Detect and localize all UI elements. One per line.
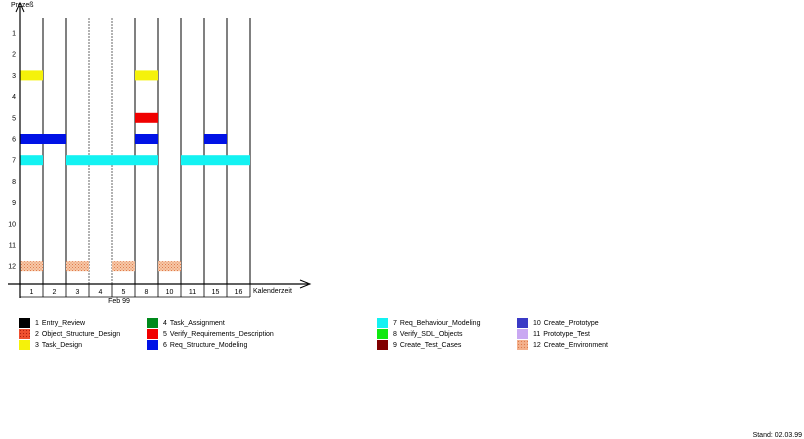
- legend-swatch: [147, 329, 158, 339]
- x-tick-label: 11: [189, 289, 196, 296]
- x-tick-label: 5: [122, 289, 126, 296]
- y-tick-label: 9: [12, 200, 16, 207]
- y-axis-label: Prozeß: [11, 2, 34, 9]
- bar-process-12: [20, 261, 43, 272]
- legend-item: 10 Create_Prototype: [517, 318, 599, 328]
- legend-label: Req_Behaviour_Modeling: [399, 319, 481, 327]
- legend-swatch: [377, 329, 388, 339]
- bar-process-12: [158, 261, 181, 272]
- legend-item: 5 Verify_Requirements_Description: [147, 329, 274, 339]
- legend-swatch: [147, 340, 158, 350]
- legend-swatch: [517, 340, 528, 350]
- legend-number: 1: [35, 319, 39, 327]
- legend-item: 3 Task_Design: [19, 340, 82, 350]
- legend-label: Task_Assignment: [169, 319, 225, 327]
- legend-number: 7: [393, 319, 397, 327]
- legend-item: 8 Verify_SDL_Objects: [377, 329, 463, 339]
- y-axis-arrow: [15, 1, 25, 13]
- legend-number: 6: [163, 341, 167, 349]
- legend-swatch: [517, 329, 528, 339]
- legend-label: Req_Structure_Modeling: [169, 341, 248, 349]
- legend-number: 11: [533, 330, 541, 338]
- y-tick-label: 12: [8, 264, 16, 271]
- legend-number: 4: [163, 319, 167, 327]
- legend-swatch: [377, 340, 388, 350]
- y-tick-label: 7: [12, 158, 16, 165]
- bar-process-3: [135, 70, 158, 81]
- x-tick-label: 4: [99, 289, 103, 296]
- bar-layer: [20, 70, 250, 272]
- legend-swatch: [147, 318, 158, 328]
- y-tick-label: 10: [8, 221, 16, 228]
- bar-process-6: [204, 134, 227, 144]
- legend-swatch: [377, 318, 388, 328]
- stand-date: Stand: 02.03.99: [752, 432, 802, 439]
- legend-swatch: [19, 329, 30, 339]
- legend-number: 9: [393, 341, 397, 349]
- legend-item: 9 Create_Test_Cases: [377, 340, 461, 350]
- x-tick-label: 3: [76, 289, 80, 296]
- legend-label: Task_Design: [41, 341, 82, 349]
- y-tick-label: 2: [12, 52, 16, 59]
- legend-number: 8: [393, 330, 397, 338]
- legend-label: Create_Environment: [543, 341, 608, 349]
- x-tick-label: 1: [30, 289, 34, 296]
- bar-process-3: [20, 70, 43, 81]
- y-tick-label: 6: [12, 137, 16, 144]
- x-tick-label: 10: [166, 289, 174, 296]
- legend-item: 6 Req_Structure_Modeling: [147, 340, 247, 350]
- legend-item: 4 Task_Assignment: [147, 318, 225, 328]
- y-tick-label: 3: [12, 73, 16, 80]
- legend-item: 2 Object_Structure_Design: [19, 329, 120, 339]
- x-tick-label: 8: [145, 289, 149, 296]
- x-tick-label: 2: [53, 289, 57, 296]
- bar-process-12: [112, 261, 135, 272]
- legend-label: Verify_Requirements_Description: [169, 330, 274, 338]
- y-tick-label: 11: [9, 243, 16, 250]
- y-tick-label: 1: [12, 31, 16, 38]
- x-tick-label: 15: [212, 289, 220, 296]
- legend-item: 11 Prototype_Test: [517, 329, 590, 339]
- legend-swatch: [19, 318, 30, 328]
- legend-swatch: [19, 340, 30, 350]
- legend-number: 2: [35, 330, 39, 338]
- bar-process-6: [135, 134, 158, 144]
- y-tick-label: 8: [12, 179, 16, 186]
- legend-label: Verify_SDL_Objects: [399, 330, 463, 338]
- x-tick-label: 16: [235, 289, 243, 296]
- month-label: Feb 99: [108, 298, 130, 305]
- legend-number: 3: [35, 341, 39, 349]
- y-tick-label: 4: [12, 94, 16, 101]
- bar-process-12: [66, 261, 89, 272]
- legend-label: Object_Structure_Design: [41, 330, 121, 338]
- legend-number: 12: [533, 341, 541, 349]
- bar-process-6: [20, 134, 66, 144]
- legend-item: 1 Entry_Review: [19, 318, 85, 328]
- bar-process-7: [20, 155, 43, 166]
- legend-label: Create_Test_Cases: [399, 341, 462, 349]
- legend-swatch: [517, 318, 528, 328]
- legend-label: Entry_Review: [41, 319, 86, 327]
- x-axis-label: Kalenderzeit: [253, 288, 292, 295]
- legend-label: Prototype_Test: [543, 330, 590, 338]
- legend-item: 7 Req_Behaviour_Modeling: [377, 318, 480, 328]
- legend-item: 12 Create_Environment: [517, 340, 608, 350]
- column-gridlines: [42, 18, 251, 284]
- y-tick-label: 5: [12, 115, 16, 122]
- legend-number: 10: [533, 319, 541, 327]
- legend-number: 5: [163, 330, 167, 338]
- x-axis-arrow: [299, 279, 312, 289]
- bar-process-7: [181, 155, 250, 166]
- bar-process-7: [66, 155, 158, 166]
- bar-process-5: [135, 112, 158, 123]
- legend-label: Create_Prototype: [543, 319, 599, 327]
